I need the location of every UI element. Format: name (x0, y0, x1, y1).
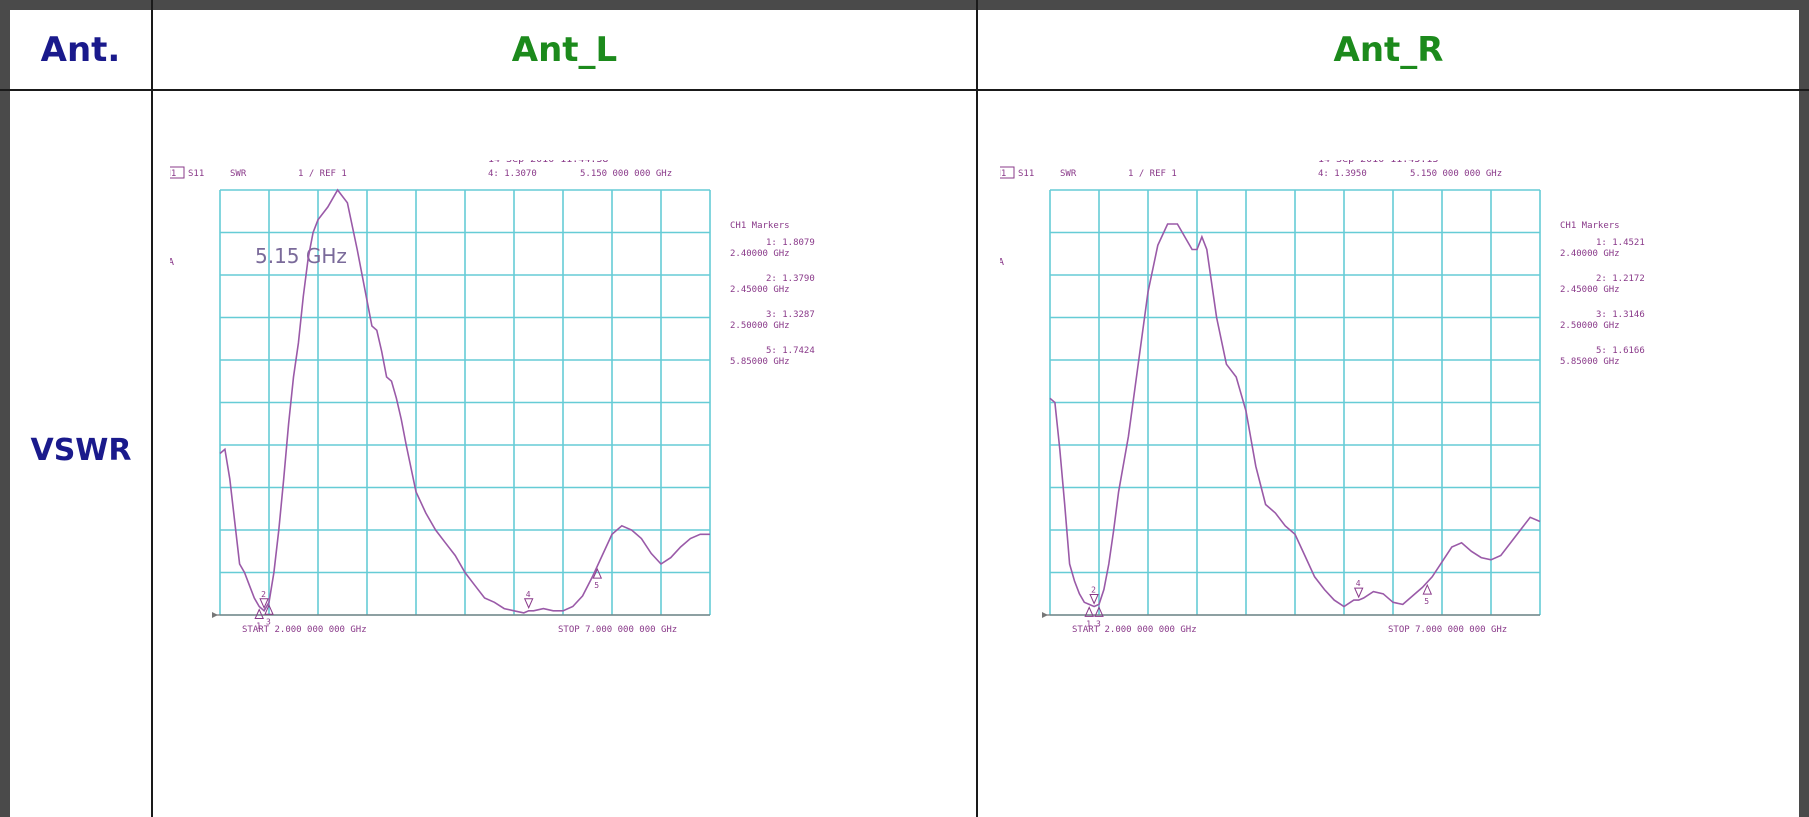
marker-frequency: 2.45000 GHz (730, 285, 790, 295)
channel-label: CH1 (1000, 169, 1006, 179)
header-ant: Ant. (40, 30, 121, 70)
vswr-trace (1049, 223, 1541, 608)
marker-triangle-icon (1089, 594, 1099, 605)
channel-box (170, 166, 185, 179)
timestamp-label: 14 Sep 2010 11:45:13 (1318, 160, 1438, 165)
channel-label: CH1 (170, 169, 176, 179)
marker-triangle-icon (592, 567, 603, 579)
row-label-vswr: VSWR (30, 432, 132, 468)
marker-triangle-icon (523, 598, 534, 609)
active-frequency-label: 5.150 000 000 GHz (1410, 169, 1502, 179)
active-marker-label: 4: 1.3070 (488, 169, 537, 179)
marker-value: 2: 1.2172 (1596, 274, 1645, 284)
vswr-chart-ant-r: CH1 S11 SWR 1 / REF 1 14 Sep 2010 11:45:13 4:… (1000, 160, 1645, 635)
header-ant-l: Ant_L (511, 30, 618, 70)
format-label: SWR (230, 169, 247, 179)
marker-number: 3 (1096, 619, 1101, 628)
marker-number: 4 (526, 590, 531, 599)
marker-frequency: 2.50000 GHz (730, 321, 790, 331)
marker-number: 2 (261, 590, 266, 599)
marker-value: 3: 1.3287 (766, 310, 815, 320)
scale-label: 1 / REF 1 (1128, 169, 1177, 179)
header-ant-r: Ant_R (1333, 30, 1444, 70)
marker-triangle-icon (259, 598, 269, 609)
marker-number: 5 (594, 581, 599, 590)
marker-frequency: 2.40000 GHz (730, 249, 790, 259)
stop-frequency-label: STOP 7.000 000 000 GHz (1388, 625, 1507, 635)
format-label: SWR (1060, 169, 1077, 179)
marker-value: 1: 1.8079 (766, 238, 815, 248)
marker-number: 3 (266, 617, 271, 626)
marker-value: 2: 1.3790 (766, 274, 815, 284)
marker-value: 5: 1.7424 (766, 346, 815, 356)
marker-number: 5 (1424, 597, 1429, 606)
active-frequency-label: 5.150 000 000 GHz (580, 169, 672, 179)
timestamp-label: 14 Sep 2010 11:44:38 (488, 160, 608, 165)
frequency-annotation: 5.15 GHz (255, 244, 347, 268)
scale-label: 1 / REF 1 (298, 169, 347, 179)
marker-triangle-icon (254, 608, 264, 619)
left-symbol: CA (1000, 257, 1004, 268)
header-divider (0, 89, 1809, 91)
vswr-plot-ant-r: CH1 S11 SWR 1 / REF 1 14 Sep 2010 11:45:13 4:… (1000, 160, 1660, 730)
channel-box (1000, 166, 1015, 179)
reference-arrow-icon (212, 612, 218, 618)
marker-frequency: 2.50000 GHz (1560, 321, 1620, 331)
marker-triangle-icon (1353, 587, 1364, 599)
active-marker-label: 4: 1.3950 (1318, 169, 1367, 179)
stop-frequency-label: STOP 7.000 000 000 GHz (558, 625, 677, 635)
marker-frequency: 2.45000 GHz (1560, 285, 1620, 295)
markers-title: CH1 Markers (1560, 221, 1620, 231)
markers-title: CH1 Markers (730, 221, 790, 231)
vswr-trace (219, 188, 710, 614)
marker-frequency: 2.40000 GHz (1560, 249, 1620, 259)
marker-triangle-icon (1084, 606, 1094, 617)
marker-triangle-icon (264, 604, 274, 615)
marker-number: 2 (1091, 586, 1096, 595)
marker-number: 1 (256, 622, 261, 631)
marker-triangle-icon (1094, 606, 1104, 617)
start-frequency-label: START 2.000 000 000 GHz (242, 625, 367, 635)
marker-value: 5: 1.6166 (1596, 346, 1645, 356)
marker-frequency: 5.85000 GHz (730, 357, 790, 367)
start-frequency-label: START 2.000 000 000 GHz (1072, 625, 1197, 635)
reference-arrow-icon (1042, 612, 1048, 618)
param-label: S11 (1018, 169, 1034, 179)
vswr-plot-ant-l: CH1 S11 SWR 1 / REF 1 14 Sep 2010 11:44:38 4:… (170, 160, 830, 730)
vswr-chart-ant-l: CH1 S11 SWR 1 / REF 1 14 Sep 2010 11:44:38 4:… (170, 160, 815, 635)
column-divider-2 (976, 0, 978, 817)
marker-value: 3: 1.3146 (1596, 310, 1645, 320)
marker-number: 4 (1356, 579, 1361, 588)
param-label: S11 (188, 169, 204, 179)
left-symbol: CA (170, 257, 174, 268)
column-divider-1 (151, 0, 153, 817)
marker-triangle-icon (1422, 583, 1433, 595)
marker-value: 1: 1.4521 (1596, 238, 1645, 248)
marker-number: 1 (1086, 619, 1091, 628)
marker-frequency: 5.85000 GHz (1560, 357, 1620, 367)
